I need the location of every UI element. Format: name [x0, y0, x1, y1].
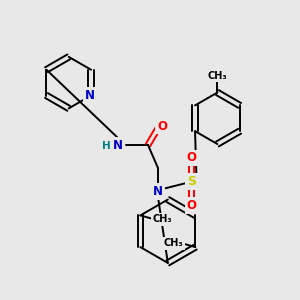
Text: O: O	[187, 199, 196, 212]
Text: N: N	[113, 139, 123, 152]
Text: N: N	[153, 185, 163, 198]
Text: H: H	[102, 141, 111, 151]
Text: O: O	[157, 120, 167, 133]
Text: CH₃: CH₃	[208, 71, 227, 81]
Text: CH₃: CH₃	[152, 214, 172, 224]
Text: S: S	[187, 175, 196, 188]
Text: N: N	[85, 89, 95, 102]
Text: CH₃: CH₃	[164, 238, 183, 248]
Text: O: O	[187, 152, 196, 164]
